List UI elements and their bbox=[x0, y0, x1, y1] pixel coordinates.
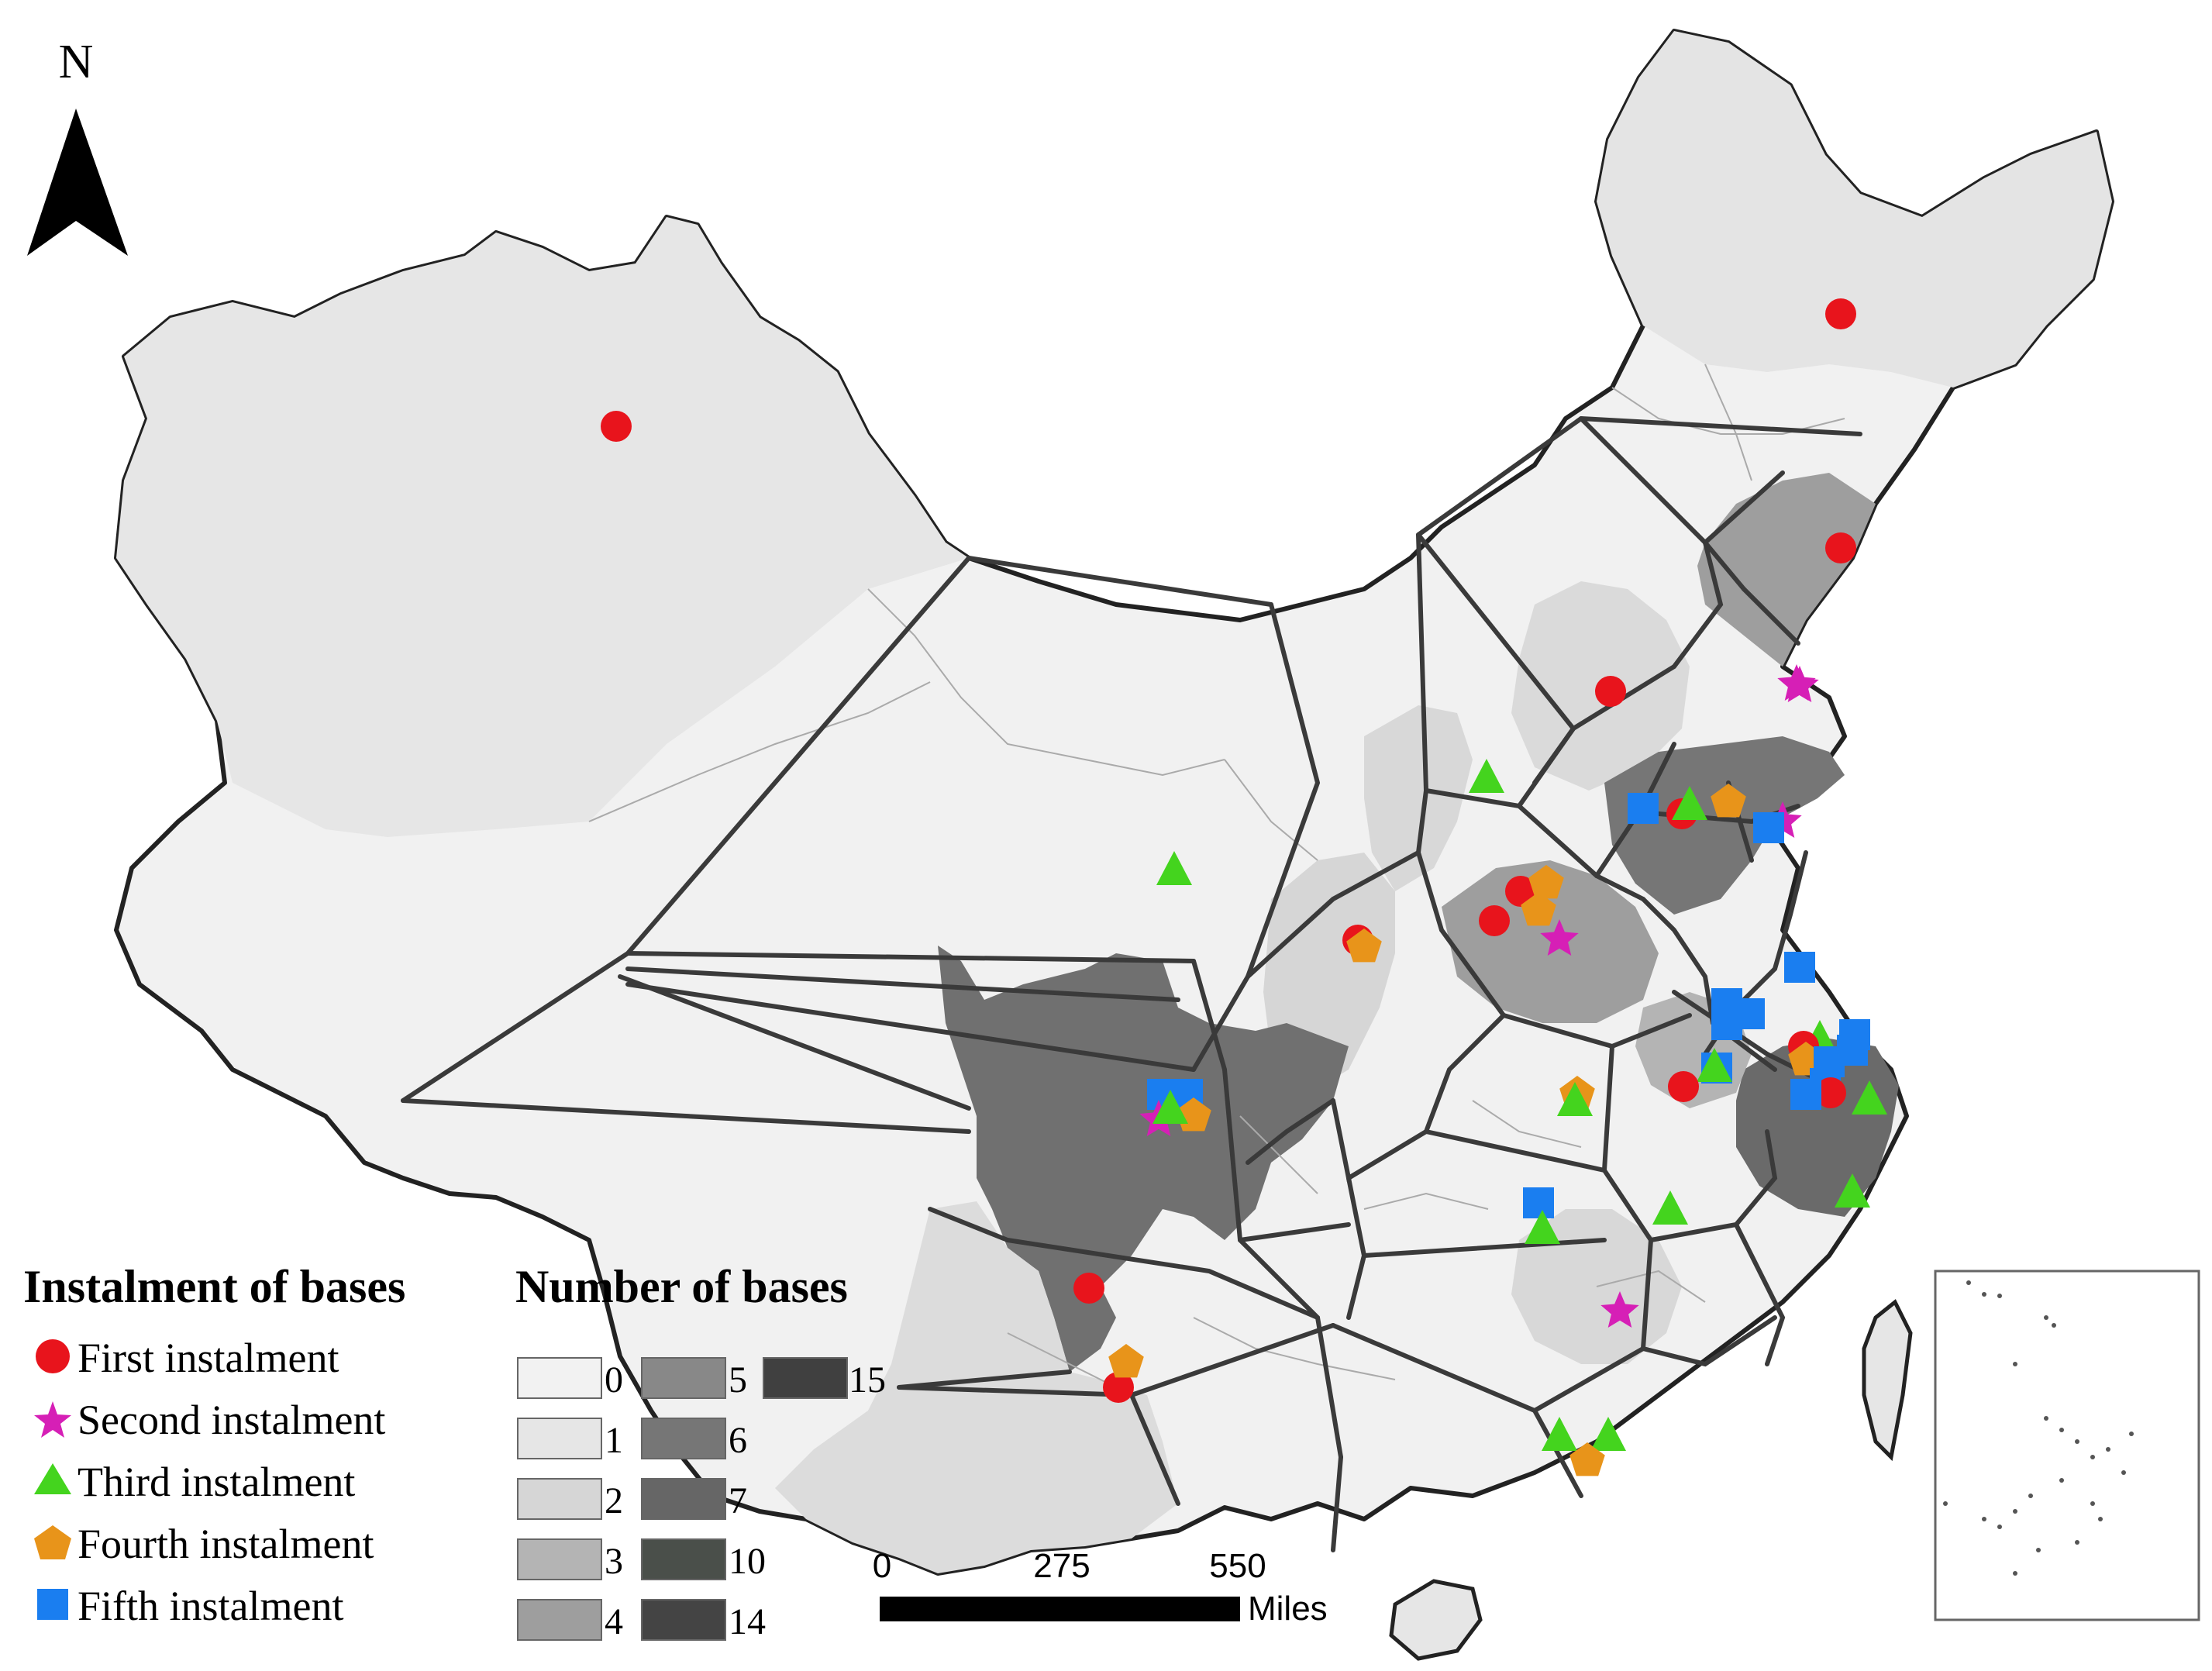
square-marker-icon bbox=[1734, 998, 1765, 1029]
count-swatch bbox=[641, 1357, 726, 1399]
triangle-marker-icon bbox=[1542, 1417, 1577, 1451]
triangle-marker-icon bbox=[1672, 786, 1707, 820]
pentagon-symbol-icon bbox=[34, 1525, 71, 1559]
scale-bar: 0 275 550 Miles bbox=[873, 1547, 1328, 1628]
pentagon-marker-icon bbox=[1346, 929, 1382, 963]
count-swatch-label: 7 bbox=[729, 1480, 747, 1521]
pentagon-marker-icon bbox=[1521, 892, 1556, 926]
circle-marker-icon bbox=[1595, 676, 1626, 707]
region-heilongjiang bbox=[1597, 31, 2112, 388]
count-swatch bbox=[517, 1418, 602, 1459]
legend-item-fourth: Fourth instalment bbox=[78, 1521, 374, 1567]
count-swatch-label: 3 bbox=[605, 1541, 623, 1582]
base-markers bbox=[601, 298, 1887, 1476]
count-swatch-label: 0 bbox=[605, 1359, 623, 1401]
scale-tick-0: 0 bbox=[873, 1547, 891, 1585]
triangle-marker-icon bbox=[1525, 1210, 1560, 1244]
pentagon-marker-icon bbox=[1569, 1442, 1605, 1476]
square-marker-icon bbox=[1523, 1187, 1554, 1218]
legend-instalment-title: Instalment of bases bbox=[23, 1261, 405, 1312]
count-swatch bbox=[641, 1418, 726, 1459]
count-swatch-label: 15 bbox=[849, 1359, 886, 1401]
count-swatch-label: 6 bbox=[729, 1420, 747, 1461]
region-yunnan bbox=[775, 1201, 1178, 1573]
scale-unit: Miles bbox=[1248, 1590, 1328, 1628]
region-zhejiang bbox=[1736, 1039, 1899, 1217]
region-taiwan bbox=[1862, 1299, 1913, 1462]
region-xinjiang bbox=[116, 217, 969, 837]
triangle-marker-icon bbox=[1852, 1080, 1887, 1115]
count-swatch bbox=[517, 1599, 602, 1641]
map-regions bbox=[114, 29, 2114, 1661]
scale-bar-rect bbox=[880, 1597, 1240, 1621]
north-arrow-icon bbox=[27, 109, 128, 256]
triangle-symbol-icon bbox=[34, 1463, 71, 1494]
triangle-marker-icon bbox=[1153, 1090, 1188, 1124]
circle-marker-icon bbox=[1825, 532, 1856, 563]
circle-marker-icon bbox=[1073, 1273, 1104, 1304]
star-marker-icon bbox=[1540, 919, 1579, 956]
circle-symbol-icon bbox=[36, 1339, 70, 1373]
scale-tick-550: 550 bbox=[1209, 1547, 1266, 1585]
count-swatch bbox=[641, 1478, 726, 1520]
count-swatch bbox=[763, 1357, 848, 1399]
square-marker-icon bbox=[1628, 793, 1659, 824]
count-swatch bbox=[517, 1538, 602, 1580]
inset-map bbox=[1934, 1270, 2200, 1621]
legend-item-fifth: Fifth instalment bbox=[78, 1583, 344, 1629]
pentagon-marker-icon bbox=[1711, 784, 1746, 818]
circle-marker-icon bbox=[1479, 905, 1510, 936]
region-henan bbox=[1442, 860, 1659, 1023]
triangle-marker-icon bbox=[1835, 1173, 1870, 1208]
triangle-marker-icon bbox=[1469, 759, 1504, 793]
region-shandong bbox=[1604, 736, 1845, 915]
scale-tick-275: 275 bbox=[1033, 1547, 1090, 1585]
legend-item-second: Second instalment bbox=[78, 1397, 385, 1443]
circle-marker-icon bbox=[1815, 1077, 1846, 1108]
legend-count: Number of bases 0 1 2 3 4 5 6 7 10 14 15 bbox=[515, 1261, 886, 1642]
region-shanxi bbox=[1364, 705, 1473, 891]
legend-count-title: Number of bases bbox=[515, 1261, 848, 1312]
region-hainan bbox=[1389, 1579, 1483, 1661]
count-swatch-label: 2 bbox=[605, 1480, 623, 1521]
triangle-marker-icon bbox=[1590, 1417, 1626, 1451]
count-swatch-label: 14 bbox=[729, 1601, 766, 1642]
legend-item-first: First instalment bbox=[78, 1335, 339, 1381]
square-symbol-icon bbox=[37, 1589, 68, 1620]
square-marker-icon bbox=[1753, 812, 1784, 843]
pentagon-marker-icon bbox=[1528, 865, 1564, 899]
count-swatch bbox=[517, 1357, 602, 1399]
count-swatch-label: 1 bbox=[605, 1420, 623, 1461]
triangle-marker-icon bbox=[1156, 851, 1192, 885]
circle-marker-icon bbox=[1505, 876, 1536, 907]
square-marker-icon bbox=[1790, 1079, 1821, 1110]
circle-marker-icon bbox=[1103, 1372, 1134, 1403]
triangle-marker-icon bbox=[1652, 1190, 1688, 1225]
count-swatch-label: 10 bbox=[729, 1541, 766, 1582]
region-sichuan bbox=[938, 946, 1349, 1372]
count-swatch-label: 5 bbox=[729, 1359, 747, 1401]
star-marker-icon bbox=[1777, 664, 1816, 701]
region-jilin bbox=[1697, 473, 1876, 667]
triangle-marker-icon bbox=[1557, 1082, 1593, 1116]
north-label: N bbox=[59, 36, 94, 88]
star-symbol-icon bbox=[34, 1401, 71, 1438]
legend-instalment: Instalment of bases First instalment Sec… bbox=[23, 1261, 405, 1629]
circle-marker-icon bbox=[601, 411, 632, 442]
north-arrow: N bbox=[27, 36, 128, 256]
square-marker-icon bbox=[1784, 952, 1815, 983]
star-marker-icon bbox=[1600, 1291, 1639, 1328]
count-swatch bbox=[641, 1538, 726, 1580]
pentagon-marker-icon bbox=[1108, 1344, 1144, 1378]
circle-marker-icon bbox=[1668, 1071, 1699, 1102]
count-swatch-label: 4 bbox=[605, 1601, 623, 1642]
legend-item-third: Third instalment bbox=[78, 1459, 355, 1505]
count-swatch bbox=[641, 1599, 726, 1641]
circle-marker-icon bbox=[1825, 298, 1856, 329]
triangle-marker-icon bbox=[1697, 1048, 1732, 1082]
count-swatch bbox=[517, 1478, 602, 1520]
